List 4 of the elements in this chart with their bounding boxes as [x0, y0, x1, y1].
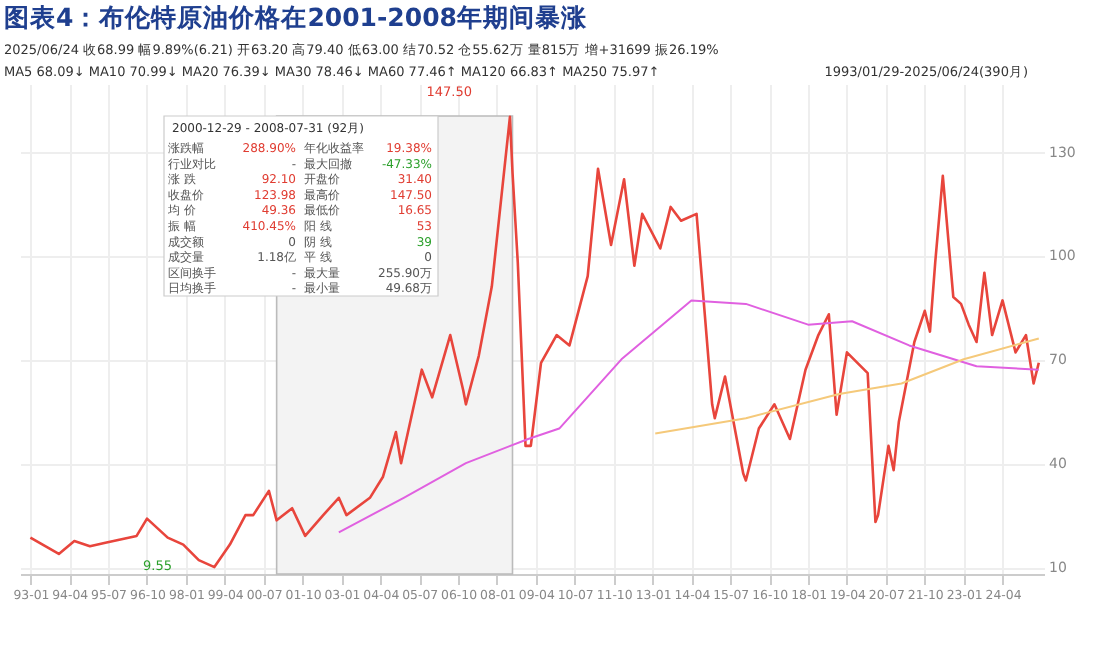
- line-series: [29, 115, 1041, 569]
- line-series: [337, 299, 1040, 534]
- chart-title: 图表4：布伦特原油价格在2001-2008年期间暴涨: [4, 2, 589, 32]
- line-series: [654, 337, 1040, 435]
